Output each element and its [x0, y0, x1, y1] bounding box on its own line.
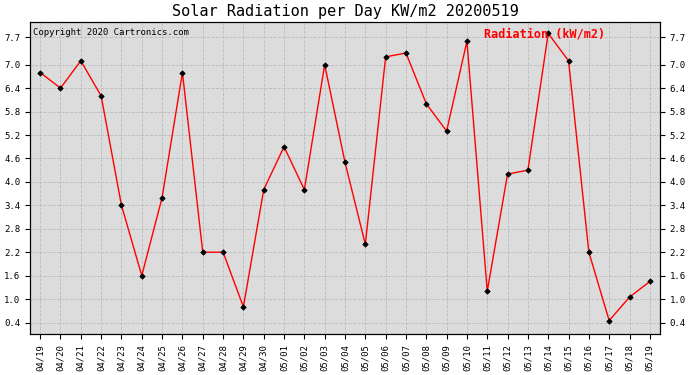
Title: Solar Radiation per Day KW/m2 20200519: Solar Radiation per Day KW/m2 20200519 — [172, 4, 518, 19]
Text: Copyright 2020 Cartronics.com: Copyright 2020 Cartronics.com — [33, 28, 189, 37]
Text: Radiation (kW/m2): Radiation (kW/m2) — [484, 28, 604, 41]
